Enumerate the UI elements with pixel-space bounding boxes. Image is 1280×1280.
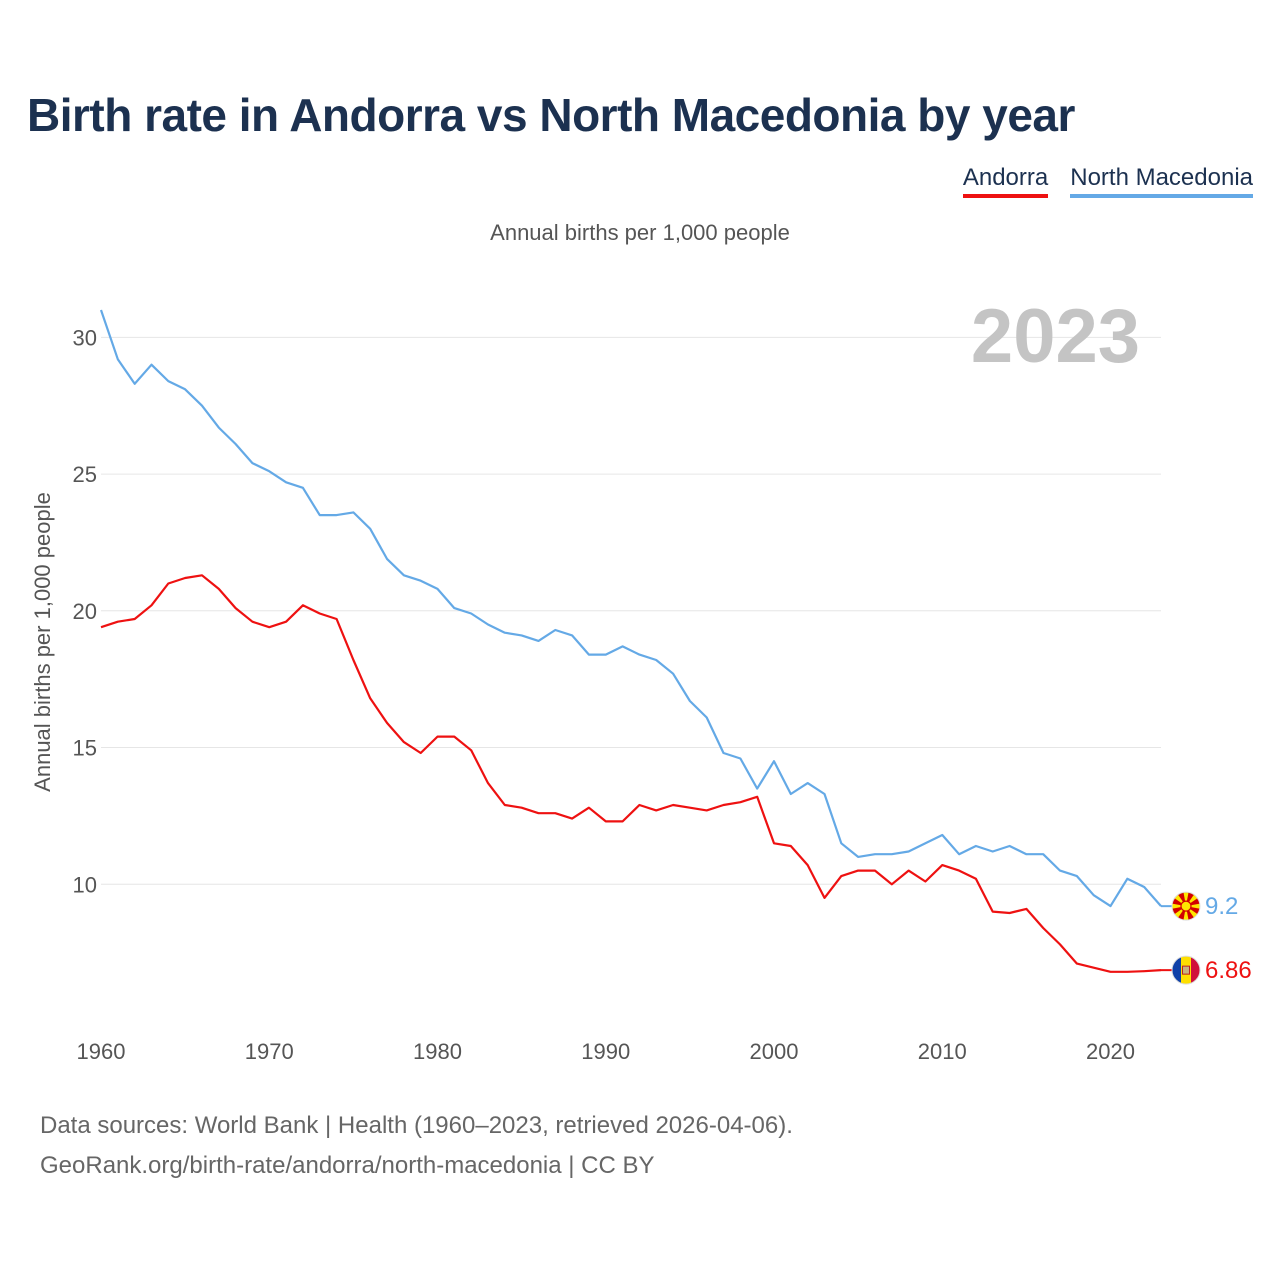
y-tick-label: 10 [73, 872, 97, 897]
x-tick-label: 1960 [77, 1039, 126, 1064]
legend-item-andorra[interactable]: Andorra [962, 164, 1049, 198]
x-tick-label: 2000 [750, 1039, 799, 1064]
x-tick-label: 2010 [918, 1039, 967, 1064]
y-tick-label: 30 [73, 325, 97, 350]
legend: Andorra North Macedonia [962, 164, 1253, 198]
footer: Data sources: World Bank | Health (1960–… [40, 1106, 793, 1186]
x-tick-label: 2020 [1086, 1039, 1135, 1064]
chart-title: Birth rate in Andorra vs North Macedonia… [27, 89, 1075, 141]
data-sources-text: Data sources: World Bank | Health (1960–… [40, 1112, 793, 1139]
north-macedonia-flag-icon [1171, 891, 1201, 921]
x-tick-label: 1970 [245, 1039, 294, 1064]
andorra-flag-icon [1171, 955, 1201, 985]
series-end-labels: 6.86 9.2 [1161, 891, 1252, 985]
x-tick-label: 1980 [413, 1039, 462, 1064]
source-url-text: GeoRank.org/birth-rate/andorra/north-mac… [40, 1152, 655, 1179]
chart-subtitle: Annual births per 1,000 people [490, 220, 790, 245]
y-axis-ticks: 10 15 20 25 30 [73, 325, 97, 897]
x-tick-label: 1990 [581, 1039, 630, 1064]
series-line-north-macedonia[interactable] [99, 309, 1162, 908]
series [99, 309, 1162, 973]
end-value-north-macedonia: 9.2 [1205, 893, 1238, 920]
gridlines [101, 336, 1161, 885]
y-tick-label: 25 [73, 462, 97, 487]
y-axis-title: Annual births per 1,000 people [30, 492, 55, 792]
y-tick-label: 15 [73, 736, 97, 761]
y-tick-label: 20 [73, 599, 97, 624]
legend-item-north-macedonia[interactable]: North Macedonia [1070, 164, 1253, 198]
series-line-andorra[interactable] [100, 574, 1162, 973]
x-axis-ticks: 1960 1970 1980 1990 2000 2010 2020 [77, 1039, 1135, 1064]
current-year-label: 2023 [971, 294, 1140, 379]
end-value-andorra: 6.86 [1205, 957, 1252, 984]
